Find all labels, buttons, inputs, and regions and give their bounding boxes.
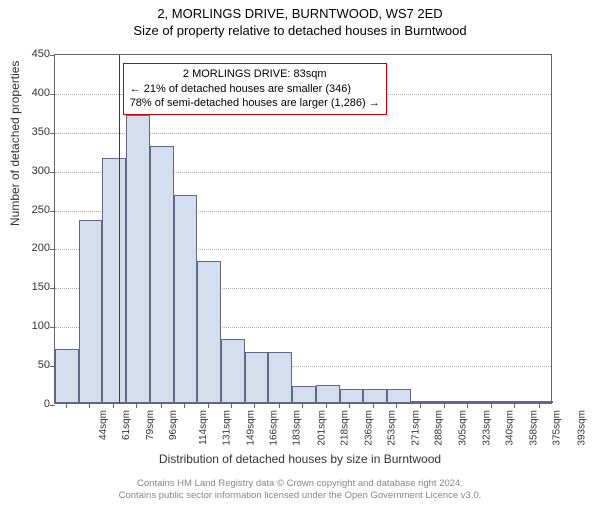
x-tick-label: 253sqm: [387, 410, 398, 446]
histogram-bar: [363, 389, 387, 403]
y-tick-label: 200: [10, 242, 50, 254]
histogram-bar: [411, 401, 435, 403]
callout-line: 78% of semi-detached houses are larger (…: [130, 96, 380, 111]
y-tick-mark: [50, 172, 55, 173]
y-tick-label: 450: [10, 48, 50, 60]
x-tick-label: 79sqm: [145, 410, 156, 440]
y-tick-mark: [50, 288, 55, 289]
x-tick-label: 393sqm: [576, 410, 587, 446]
x-tick-label: 44sqm: [98, 410, 109, 440]
x-tick-label: 114sqm: [198, 410, 209, 445]
y-tick-label: 400: [10, 87, 50, 99]
histogram-bar: [126, 115, 150, 403]
x-tick-label: 131sqm: [221, 410, 232, 446]
y-tick-mark: [50, 133, 55, 134]
chart-container: 2 MORLINGS DRIVE: 83sqm← 21% of detached…: [54, 54, 552, 404]
x-tick-label: 375sqm: [552, 410, 563, 446]
x-tick-label: 183sqm: [292, 410, 303, 446]
x-tick-label: 149sqm: [246, 410, 257, 446]
property-marker-line: [119, 55, 120, 403]
callout-line: ← 21% of detached houses are smaller (34…: [130, 82, 380, 97]
histogram-bar: [150, 146, 174, 403]
y-tick-mark: [50, 249, 55, 250]
y-axis-ticks: 050100150200250300350400450: [0, 54, 54, 404]
histogram-bar: [506, 401, 530, 403]
histogram-bar: [197, 261, 221, 403]
histogram-bar: [482, 401, 506, 403]
plot-area: 2 MORLINGS DRIVE: 83sqm← 21% of detached…: [54, 54, 552, 404]
histogram-bar: [316, 385, 340, 403]
footer-line-2: Contains public sector information licen…: [0, 490, 600, 502]
x-tick-label: 271sqm: [411, 410, 422, 446]
histogram-bar: [529, 401, 553, 403]
histogram-bar: [174, 195, 198, 403]
x-tick-label: 288sqm: [434, 410, 445, 446]
x-tick-label: 323sqm: [481, 410, 492, 446]
y-tick-label: 150: [10, 281, 50, 293]
histogram-bar: [55, 349, 79, 403]
attribution-footer: Contains HM Land Registry data © Crown c…: [0, 478, 600, 502]
address-title: 2, MORLINGS DRIVE, BURNTWOOD, WS7 2ED: [0, 6, 600, 21]
y-tick-mark: [50, 211, 55, 212]
y-tick-label: 250: [10, 204, 50, 216]
footer-line-1: Contains HM Land Registry data © Crown c…: [0, 478, 600, 490]
x-tick-label: 61sqm: [121, 410, 132, 440]
histogram-bar: [245, 352, 269, 403]
histogram-bar: [340, 389, 364, 403]
y-tick-label: 350: [10, 126, 50, 138]
callout-line: 2 MORLINGS DRIVE: 83sqm: [130, 67, 380, 82]
x-tick-label: 96sqm: [168, 410, 179, 440]
x-tick-label: 236sqm: [364, 410, 375, 446]
y-tick-label: 0: [10, 398, 50, 410]
y-tick-label: 300: [10, 165, 50, 177]
x-tick-label: 201sqm: [316, 410, 327, 446]
x-axis-label: Distribution of detached houses by size …: [0, 452, 600, 466]
property-callout: 2 MORLINGS DRIVE: 83sqm← 21% of detached…: [123, 63, 387, 116]
x-tick-label: 305sqm: [457, 410, 468, 446]
x-tick-label: 358sqm: [529, 410, 540, 446]
histogram-bar: [292, 386, 316, 403]
y-tick-label: 100: [10, 320, 50, 332]
histogram-bar: [387, 389, 411, 403]
y-tick-label: 50: [10, 359, 50, 371]
histogram-bar: [458, 401, 482, 403]
histogram-bar: [268, 352, 292, 403]
y-tick-mark: [50, 327, 55, 328]
x-tick-label: 218sqm: [339, 410, 350, 446]
y-tick-mark: [50, 55, 55, 56]
histogram-bar: [434, 401, 458, 403]
x-tick-label: 166sqm: [269, 410, 280, 446]
histogram-bar: [221, 339, 245, 403]
x-tick-label: 340sqm: [505, 410, 516, 446]
histogram-bar: [102, 158, 126, 403]
histogram-bar: [79, 220, 103, 403]
subtitle: Size of property relative to detached ho…: [0, 23, 600, 38]
y-tick-mark: [50, 94, 55, 95]
